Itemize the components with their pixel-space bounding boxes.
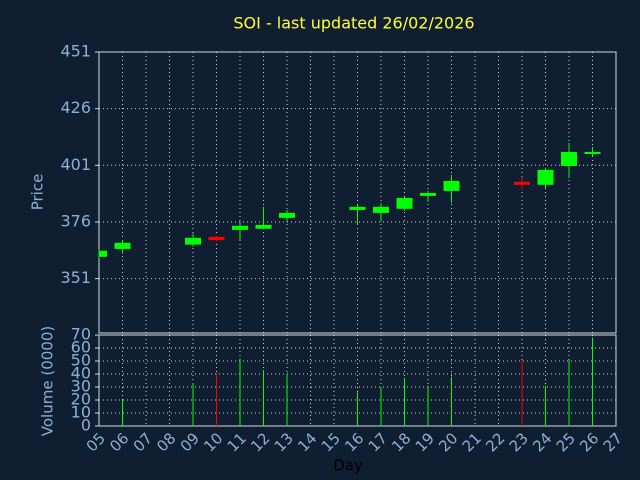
- x-tick-label: 13: [271, 429, 297, 455]
- candle-body: [185, 237, 201, 245]
- candle-body: [232, 225, 248, 230]
- y-tick-label: 30: [71, 377, 91, 396]
- y-tick-label: 50: [71, 351, 91, 370]
- candle-body: [114, 242, 131, 249]
- x-tick-label: 07: [130, 429, 156, 455]
- y-tick-label: 0: [81, 416, 91, 435]
- candle-body: [584, 151, 601, 154]
- x-tick-label: 10: [200, 429, 226, 455]
- x-tick-label: 08: [153, 429, 179, 455]
- y-tick-label: 426: [60, 98, 91, 117]
- x-tick-label: 27: [600, 429, 626, 455]
- candle-body: [561, 151, 577, 166]
- y-tick-label: 40: [71, 364, 91, 383]
- candle-body: [349, 206, 366, 210]
- candle-body: [420, 192, 436, 196]
- candle-body: [255, 224, 272, 229]
- candle-body: [443, 180, 460, 191]
- y-axis-label: Volume (0000): [39, 326, 57, 436]
- x-tick-label: 18: [388, 429, 414, 455]
- y-tick-label: 20: [71, 390, 91, 409]
- x-tick-label: 22: [482, 429, 508, 455]
- y-tick-label: 451: [60, 42, 91, 61]
- y-axis-label: Price: [29, 174, 47, 211]
- x-tick-label: 26: [576, 429, 602, 455]
- y-tick-label: 376: [60, 211, 91, 230]
- x-tick-label: 15: [318, 429, 344, 455]
- x-tick-label: 12: [247, 429, 273, 455]
- x-axis-label: Day: [333, 457, 363, 475]
- x-tick-label: 16: [341, 429, 367, 455]
- x-tick-label: 23: [506, 429, 532, 455]
- candle-body: [208, 236, 225, 241]
- y-tick-label: 60: [71, 338, 91, 357]
- candle-body: [99, 250, 107, 257]
- candle-body: [279, 212, 295, 218]
- y-tick-label: 70: [71, 325, 91, 344]
- x-tick-label: 09: [177, 429, 203, 455]
- x-tick-label: 19: [412, 429, 438, 455]
- x-tick-label: 06: [106, 429, 132, 455]
- candle-body: [537, 169, 554, 185]
- candle-body: [373, 206, 389, 213]
- plot-frame: [98, 51, 617, 334]
- x-tick-label: 25: [553, 429, 579, 455]
- y-tick-label: 401: [60, 155, 91, 174]
- chart-title: SOI - last updated 26/02/2026: [233, 14, 474, 33]
- x-tick-label: 21: [459, 429, 485, 455]
- x-tick-label: 20: [435, 429, 461, 455]
- x-tick-label: 11: [224, 429, 250, 455]
- candle-body: [396, 197, 413, 209]
- y-tick-label: 351: [60, 268, 91, 287]
- candle-body: [514, 181, 530, 185]
- x-tick-label: 24: [529, 429, 555, 455]
- x-tick-label: 14: [294, 429, 320, 455]
- x-tick-label: 17: [365, 429, 391, 455]
- y-tick-label: 10: [71, 403, 91, 422]
